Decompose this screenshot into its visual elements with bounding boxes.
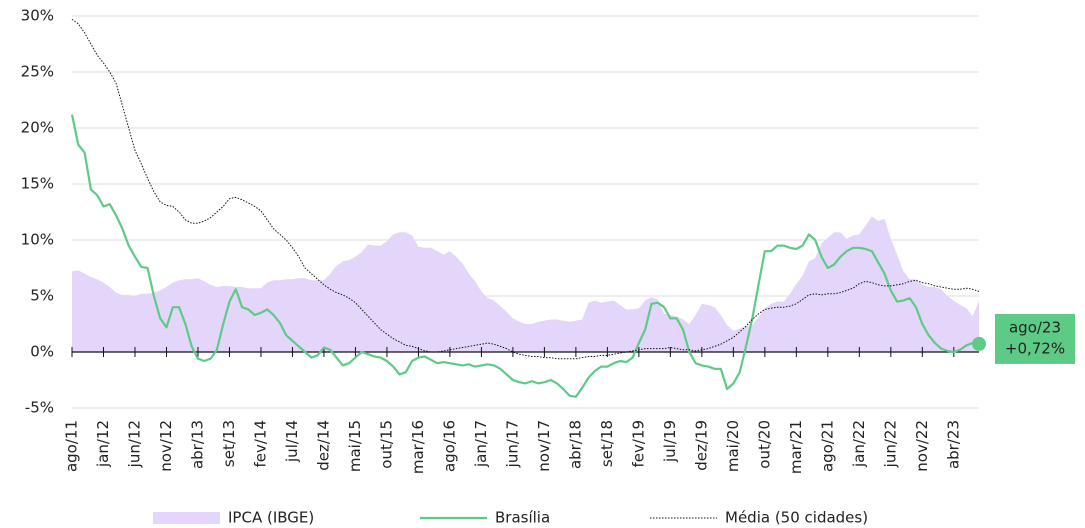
y-tick-label: 0% [30,343,54,361]
x-tick-label: abr/18 [566,420,584,469]
legend-label: IPCA (IBGE) [228,509,314,527]
x-tick-label: jul/19 [661,420,679,463]
x-tick-label: fev/14 [251,420,269,468]
end-point [972,336,986,351]
x-tick-label: mar/16 [409,420,427,474]
x-tick-label: dez/19 [692,420,710,471]
annotation-value: +0,72% [1005,339,1065,357]
x-tick-label: set/18 [598,420,616,467]
y-tick-label: 25% [21,63,54,81]
area [72,216,979,352]
y-tick-label: 20% [21,119,54,137]
x-tick-label: nov/17 [535,420,553,472]
x-tick-label: nov/22 [913,420,931,472]
annotation-box [995,313,1075,364]
line [70,114,980,398]
annotation-date: ago/23 [1009,318,1061,336]
x-tick-label: jul/14 [283,420,301,463]
x-tick-label: fev/19 [629,420,647,468]
x-tick-label: set/13 [220,420,238,467]
dotted-line [71,18,980,360]
x-tick-label: dez/14 [314,420,332,471]
x-tick-label: out/15 [377,420,395,469]
y-tick-label: 30% [21,7,54,25]
x-tick-label: jun/12 [125,420,143,468]
legend-swatch [153,512,220,524]
x-tick-label: abr/23 [944,420,962,469]
x-tick-label: ago/16 [440,420,458,472]
y-tick-label: 10% [21,231,54,249]
x-tick-label: ago/21 [818,420,836,472]
legend-label: Brasília [495,509,550,527]
x-tick-label: mai/15 [346,420,364,472]
x-tick-label: out/20 [755,420,773,469]
x-tick-label: ago/11 [63,420,81,472]
x-tick-label: jan/12 [94,420,112,468]
y-tick-label: -5% [25,399,54,417]
x-tick-label: jun/22 [881,420,899,468]
y-tick-label: 5% [30,287,54,305]
x-tick-label: mai/20 [724,420,742,472]
x-tick-label: mar/21 [787,420,805,474]
x-tick-label: jun/17 [503,420,521,468]
y-tick-label: 15% [21,175,54,193]
x-tick-label: jan/22 [850,420,868,468]
x-tick-label: nov/12 [157,420,175,472]
x-tick-label: abr/13 [188,420,206,469]
x-tick-label: jan/17 [472,420,490,468]
legend-label: Média (50 cidades) [725,509,868,527]
